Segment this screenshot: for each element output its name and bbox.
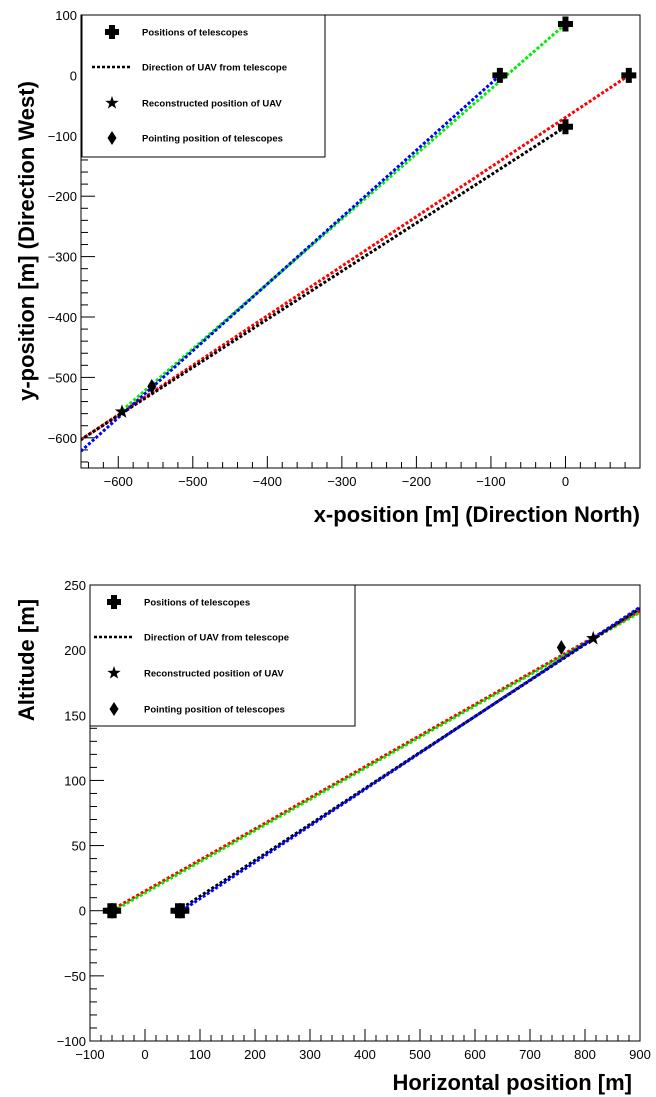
legend-entry-label: Pointing position of telescopes	[144, 705, 285, 716]
legend-entry-label: Direction of UAV from telescope	[142, 63, 287, 74]
reconstructed-star-marker	[114, 404, 130, 418]
x-tick-label: −600	[104, 474, 133, 489]
y-tick-label: 0	[70, 68, 77, 83]
legend-entry-label: Reconstructed position of UAV	[144, 669, 284, 680]
y-tick-label: −200	[48, 189, 77, 204]
x-tick-label: 600	[464, 1047, 486, 1062]
legend-entry-label: Direction of UAV from telescope	[144, 633, 289, 644]
y-tick-label: 150	[64, 708, 86, 723]
bottom-panel-altitude-plot: −100 0 100 200 300 400 500 600 700 800 900 −100 −50 0…	[14, 578, 651, 1095]
x-tick-label: 500	[409, 1047, 431, 1062]
legend-cross-symbol	[107, 595, 121, 609]
y-tick-label: −50	[64, 969, 86, 984]
x-tick-label: 100	[189, 1047, 211, 1062]
x-tick-label: −100	[476, 474, 505, 489]
x-tick-label: 0	[141, 1047, 148, 1062]
y-tick-label: −500	[48, 370, 77, 385]
x-axis-title: x-position [m] (Direction North)	[314, 502, 640, 527]
legend-entry-label: Pointing position of telescopes	[142, 134, 283, 145]
x-tick-label: 400	[354, 1047, 376, 1062]
y-tick-label: −600	[48, 431, 77, 446]
telescope-cross-marker	[557, 16, 573, 32]
y-tick-label: 200	[64, 643, 86, 658]
telescope-cross-marker	[492, 67, 508, 83]
y-tick-label: 0	[79, 904, 86, 919]
direction-line-3	[81, 74, 501, 453]
y-axis-title: Altitude [m]	[14, 599, 39, 721]
pointing-diamond-marker	[556, 640, 566, 656]
x-tick-label: −300	[327, 474, 356, 489]
legend-entry-label: Positions of telescopes	[142, 28, 248, 39]
direction-line-3	[181, 605, 640, 912]
x-tick-label: −100	[75, 1047, 104, 1062]
legend-star-symbol	[105, 96, 119, 109]
y-tick-label: 100	[55, 8, 77, 23]
x-tick-label: 800	[574, 1047, 596, 1062]
y-tick-label: −100	[57, 1034, 86, 1049]
x-axis-title: Horizontal position [m]	[392, 1070, 632, 1095]
telescope-cross-marker	[621, 67, 637, 83]
x-tick-label: 200	[244, 1047, 266, 1062]
series-lines	[109, 605, 640, 913]
y-axis-title: y-position [m] (Direction West)	[14, 81, 39, 401]
y-tick-label: 100	[64, 773, 86, 788]
x-tick-label: −500	[178, 474, 207, 489]
legend-entry-label: Positions of telescopes	[144, 598, 250, 609]
y-tick-label: −100	[48, 129, 77, 144]
legend: Positions of telescopes Direction of UAV …	[81, 14, 326, 158]
legend-entry-label: Reconstructed position of UAV	[142, 99, 282, 110]
x-tick-label: 300	[299, 1047, 321, 1062]
reconstructed-star-marker	[586, 630, 601, 645]
telescope-cross-marker	[174, 903, 190, 919]
x-tick-label: 0	[562, 474, 569, 489]
legend-cross-symbol	[105, 25, 119, 39]
top-panel-xy-plot: −600 −500 −400 −300 −200 −100 0 −600 −500 −400 −30…	[14, 8, 641, 527]
direction-line-1	[112, 611, 640, 913]
x-tick-label: 900	[629, 1047, 651, 1062]
y-tick-label: −400	[48, 310, 77, 325]
x-tick-label: 700	[519, 1047, 541, 1062]
series-lines	[81, 22, 630, 453]
telescope-cross-marker	[106, 903, 122, 919]
legend: Positions of telescopes Direction of UAV …	[89, 584, 356, 727]
y-tick-label: 250	[64, 578, 86, 593]
y-tick-label: −300	[48, 250, 77, 265]
legend-box	[89, 584, 356, 727]
x-tick-label: −200	[402, 474, 431, 489]
legend-star-symbol	[107, 666, 121, 679]
y-tick-label: 50	[72, 839, 86, 854]
legend-box	[81, 14, 326, 158]
pointing-diamond-marker	[147, 378, 157, 394]
telescope-cross-marker	[557, 119, 573, 135]
x-tick-label: −400	[253, 474, 282, 489]
direction-line-1	[81, 125, 567, 441]
legend-diamond-symbol	[107, 131, 117, 145]
legend-diamond-symbol	[109, 702, 119, 716]
direction-line-0	[109, 609, 640, 913]
plot-frame	[80, 14, 641, 469]
